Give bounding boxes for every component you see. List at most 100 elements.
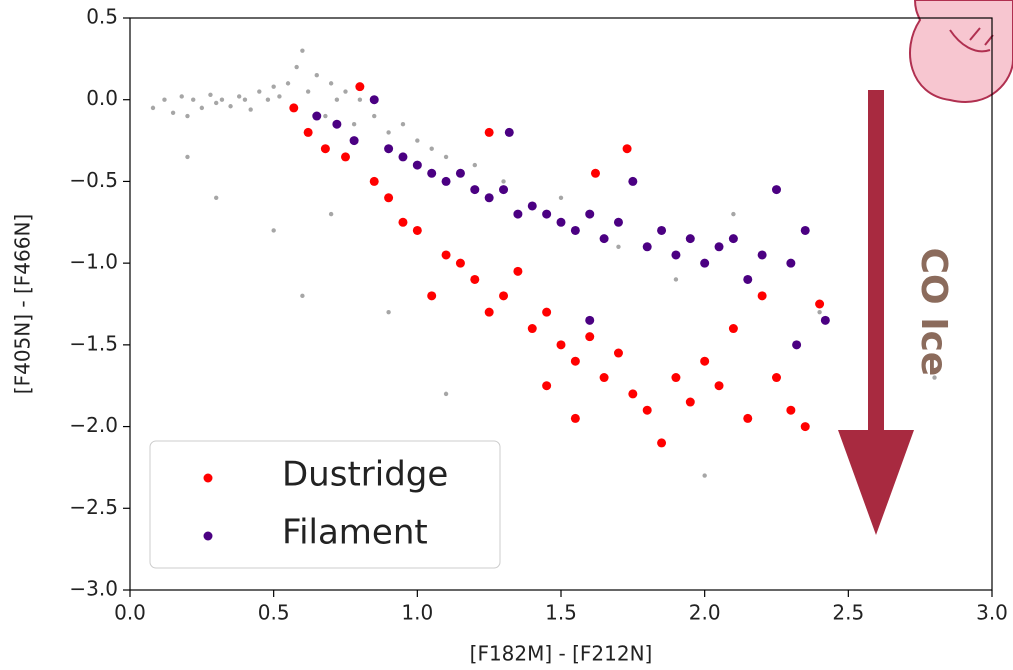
data-point: [542, 381, 552, 391]
data-point: [455, 168, 465, 178]
data-point: [590, 168, 600, 178]
y-tick-label: −1.0: [69, 250, 118, 274]
data-point: [671, 250, 681, 260]
background-point: [673, 277, 679, 282]
data-point: [800, 225, 810, 235]
background-point: [199, 105, 205, 111]
background-point: [616, 244, 621, 249]
background-point: [386, 130, 391, 135]
y-tick-label: −2.0: [69, 413, 118, 437]
data-point: [757, 291, 767, 301]
data-point: [714, 381, 724, 391]
data-point: [772, 185, 781, 195]
data-point: [527, 201, 537, 211]
background-point: [328, 81, 334, 86]
annotation: CO Ice: [913, 248, 954, 377]
data-point: [700, 356, 710, 366]
background-point: [343, 89, 348, 94]
y-tick-label: −2.5: [69, 495, 118, 519]
background-point: [400, 122, 406, 127]
background-point: [208, 92, 213, 98]
x-tick-label: 1.0: [401, 601, 433, 625]
background-point: [170, 110, 176, 115]
data-point: [820, 315, 830, 325]
data-point: [513, 266, 523, 276]
background-point: [179, 94, 184, 99]
background-point: [277, 94, 282, 99]
data-point: [700, 258, 710, 268]
data-point: [332, 119, 342, 129]
data-point: [303, 127, 313, 137]
background-point: [219, 97, 225, 102]
background-point: [265, 97, 271, 102]
background-point: [271, 84, 276, 89]
data-point: [369, 176, 379, 186]
background-point: [334, 97, 340, 102]
data-point: [384, 144, 394, 154]
data-point: [570, 413, 580, 423]
data-point: [289, 103, 299, 113]
y-tick-label: −3.0: [69, 577, 118, 601]
background-point: [323, 113, 328, 119]
background-point: [185, 154, 190, 160]
flower: [909, 0, 1013, 103]
data-point: [671, 373, 681, 383]
data-point: [384, 193, 394, 203]
data-point: [772, 373, 781, 383]
background-point: [242, 97, 248, 102]
background-point: [357, 97, 363, 102]
background-point: [501, 179, 506, 184]
x-tick-label: 1.5: [545, 601, 577, 625]
x-tick-label: 3.0: [976, 601, 1008, 625]
background-point: [314, 73, 319, 78]
legend-marker: [203, 531, 213, 541]
data-point: [743, 413, 753, 423]
background-point: [731, 211, 736, 217]
y-tick-label: 0.5: [86, 5, 118, 29]
x-tick-label: 2.5: [832, 601, 864, 625]
y-axis-label: [F405N] - [F466N]: [11, 214, 35, 394]
legend-label: Dustridge: [282, 455, 448, 495]
background-point: [236, 94, 242, 99]
data-point: [470, 185, 480, 195]
data-point: [441, 176, 451, 186]
data-point: [349, 136, 359, 146]
background-point: [162, 97, 167, 102]
y-tick-label: −1.5: [69, 331, 118, 355]
data-point: [570, 225, 580, 235]
data-point: [800, 422, 810, 432]
background-point: [558, 195, 564, 200]
data-point: [613, 217, 623, 227]
data-point: [622, 144, 632, 154]
background-point: [372, 113, 377, 119]
data-point: [599, 234, 609, 244]
data-point: [585, 332, 595, 342]
data-point: [685, 397, 695, 407]
data-point: [499, 291, 509, 301]
data-point: [312, 111, 322, 121]
background-point: [932, 375, 937, 380]
background-point: [817, 309, 822, 315]
data-point: [320, 144, 330, 154]
background-point: [429, 146, 434, 151]
data-point: [728, 324, 738, 334]
data-point: [499, 185, 509, 195]
data-point: [556, 217, 566, 227]
data-point: [484, 127, 494, 137]
background-point: [351, 122, 357, 127]
background-point: [386, 309, 391, 315]
background-point: [702, 473, 707, 478]
background-point: [185, 113, 190, 119]
data-point: [355, 82, 365, 92]
data-point: [657, 225, 667, 235]
data-point: [728, 234, 738, 244]
background-point: [443, 391, 449, 397]
data-point: [504, 127, 514, 137]
data-point: [412, 160, 422, 170]
background-point: [415, 138, 420, 143]
y-tick-label: −0.5: [69, 168, 118, 192]
data-point: [542, 307, 552, 317]
data-point: [685, 234, 695, 244]
background-point: [472, 162, 477, 168]
